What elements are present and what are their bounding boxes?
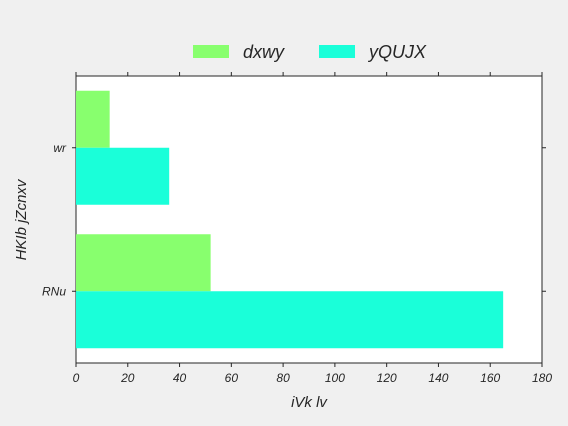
x-tick-label: 20 — [120, 371, 135, 385]
x-tick-label: 140 — [428, 371, 448, 385]
bar-dxwy-RNu — [76, 234, 211, 292]
y-axis-ticks: RNu wr — [42, 141, 546, 298]
bar-yQUJX-wr — [76, 147, 170, 205]
x-tick-label: 120 — [377, 371, 397, 385]
x-tick-label: 60 — [225, 371, 239, 385]
legend-swatch-yQUJX — [319, 45, 355, 58]
y-tick-label: wr — [53, 141, 67, 155]
legend-label-dxwy: dxwy — [243, 42, 285, 62]
x-axis-ticks: 0 20 40 60 80 100 120 140 160 180 — [73, 72, 552, 385]
y-tick-label: RNu — [42, 284, 66, 298]
legend: dxwy yQUJX — [193, 42, 427, 62]
x-tick-label: 40 — [173, 371, 187, 385]
legend-label-yQUJX: yQUJX — [367, 42, 427, 62]
x-tick-label: 80 — [276, 371, 290, 385]
legend-swatch-dxwy — [193, 45, 229, 58]
x-tick-label: 100 — [325, 371, 345, 385]
x-tick-label: 180 — [532, 371, 552, 385]
bar-yQUJX-RNu — [76, 291, 504, 349]
x-tick-label: 0 — [73, 371, 80, 385]
x-axis-label: iVk lv — [291, 394, 328, 411]
bar-dxwy-wr — [76, 90, 110, 148]
y-axis-label: HKIb jZcnxv — [13, 178, 30, 260]
bars-group — [76, 90, 504, 349]
x-tick-label: 160 — [480, 371, 500, 385]
